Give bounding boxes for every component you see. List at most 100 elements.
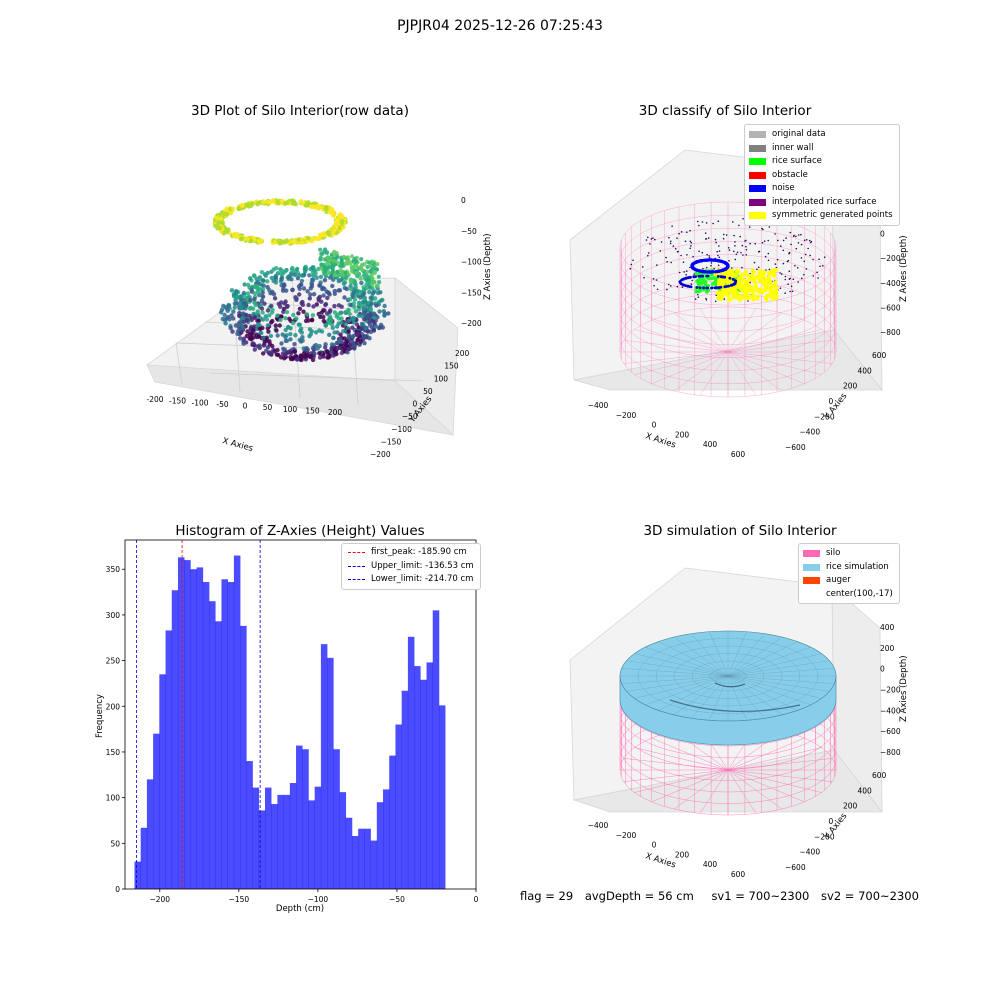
- histogram-bar: [134, 861, 141, 889]
- histogram-bar: [327, 657, 334, 889]
- legend-swatch: [749, 144, 766, 152]
- histogram-bar: [209, 601, 216, 889]
- legend-entry: silo: [803, 547, 893, 561]
- legend-entry: symmetric generated points: [749, 209, 893, 223]
- legend-swatch: [749, 198, 766, 206]
- legend-swatch: [803, 591, 820, 598]
- histogram-title: Histogram of Z-Axies (Height) Values: [175, 523, 425, 539]
- p1-x-tick: 150: [305, 406, 320, 415]
- legend-label: Lower_limit: -214.70 cm: [371, 574, 474, 584]
- panel2-legend: original data inner wall rice surface obsta…: [744, 124, 900, 226]
- legend-swatch: [348, 552, 365, 554]
- legend-swatch: [749, 171, 766, 179]
- p1-y-tick: −50: [402, 412, 418, 421]
- p2-y-tick: 200: [843, 382, 858, 391]
- p1-x-tick: -200: [146, 395, 163, 404]
- p2-y-tick: 400: [858, 366, 873, 375]
- legend-entry: original data: [749, 128, 893, 142]
- histogram-bar: [184, 560, 191, 889]
- p4-z-tick: −800: [880, 748, 901, 757]
- histogram-y-tick-label: 350: [106, 565, 121, 574]
- p4-y-tick: −200: [814, 832, 835, 841]
- p2-y-tick: 600: [872, 351, 887, 360]
- panel1-x-label: X Axies: [221, 436, 254, 454]
- histogram-y-tick-label: 50: [110, 839, 120, 848]
- sv2-text: sv2 = 700~2300: [821, 889, 919, 903]
- legend-swatch: [803, 577, 820, 585]
- histogram-bar: [140, 827, 148, 889]
- sv1-text: sv1 = 700~2300: [711, 889, 810, 903]
- legend-label: symmetric generated points: [772, 210, 893, 220]
- legend-label: original data: [772, 129, 826, 139]
- p4-x-tick: −400: [588, 821, 609, 830]
- panel1-z-label: Z Axies (Depth): [483, 233, 493, 300]
- p1-x-tick: 50: [263, 403, 273, 412]
- histogram-bar: [277, 794, 284, 889]
- legend-entry: Lower_limit: -214.70 cm: [348, 573, 474, 587]
- p2-y-tick: −200: [814, 412, 835, 421]
- p1-z-tick: −100: [461, 258, 482, 267]
- histogram-bar: [370, 840, 378, 889]
- histogram-chart: −200 −150 −100 −50 0 0 50 100 150 200 250 300 350 D…: [95, 539, 479, 914]
- histogram-bar: [383, 789, 390, 889]
- legend-label: noise: [772, 183, 795, 193]
- p1-x-tick: 0: [243, 402, 248, 411]
- legend-swatch: [348, 565, 365, 567]
- legend-label: rice simulation: [826, 561, 889, 572]
- p1-x-tick: -100: [191, 398, 208, 407]
- histogram-bar: [146, 779, 154, 889]
- p4-y-tick: −400: [800, 848, 821, 857]
- legend-entry: noise: [749, 182, 893, 196]
- histogram-x-label: Depth (cm): [276, 904, 324, 914]
- histogram-bar: [376, 802, 384, 889]
- p1-x-tick: -150: [169, 397, 186, 406]
- legend-label: first_peak: -185.90 cm: [371, 547, 467, 557]
- histogram-x-tick-label: −100: [308, 895, 329, 904]
- histogram-x-tick-label: −200: [149, 895, 170, 904]
- legend-entry: obstacle: [749, 169, 893, 183]
- histogram-bar: [314, 786, 322, 889]
- histogram-bar: [407, 636, 415, 889]
- p2-z-tick: 0: [880, 230, 885, 239]
- p4-y-tick: 400: [858, 786, 873, 795]
- histogram-bar: [153, 733, 160, 889]
- histogram-bar: [333, 749, 340, 889]
- legend-label: silo: [826, 548, 841, 558]
- p4-z-tick: 200: [880, 644, 895, 653]
- histogram-bar: [438, 705, 446, 889]
- p4-y-tick: 0: [829, 817, 834, 826]
- panel4-z-ticks: 400 200 0 −200 −400 −600 −800: [880, 623, 901, 757]
- p2-z-tick: −600: [880, 303, 901, 312]
- panel2-x-label: X Axies: [644, 431, 677, 450]
- flag-text: flag = 29: [520, 889, 574, 903]
- legend-swatch: [749, 212, 766, 220]
- histogram-bar: [258, 810, 266, 889]
- histogram-bar: [358, 828, 365, 889]
- panel2-classified-points: [629, 217, 826, 303]
- histogram-y-ticks: 0 50 100 150 200 250 300 350: [106, 565, 125, 894]
- histogram-y-label: Frequency: [95, 694, 105, 738]
- panel4-legend: silo rice simulation auger center(100,-17): [798, 543, 900, 604]
- p1-y-tick: −200: [370, 450, 391, 459]
- histogram-y-tick-label: 200: [106, 702, 121, 711]
- legend-entry: rice surface: [749, 155, 893, 169]
- p4-x-tick: 200: [675, 850, 690, 859]
- panel1-point-cloud: [212, 198, 391, 363]
- p2-z-tick: −800: [880, 328, 901, 337]
- legend-entry: inner wall: [749, 142, 893, 156]
- legend-label: Upper_limit: -136.53 cm: [371, 560, 474, 571]
- panel1-x-ticks: -200 -150 -100 -50 0 50 100 150 200: [146, 395, 342, 417]
- legend-swatch: [749, 131, 766, 139]
- p2-x-tick: 200: [675, 430, 690, 439]
- histogram-bar: [302, 749, 309, 889]
- histogram-bar: [165, 630, 173, 889]
- histogram-y-tick-label: 250: [106, 657, 121, 666]
- panel4-z-label: Z Axies (Depth): [899, 655, 909, 722]
- histogram-x-tick-label: −150: [229, 895, 250, 904]
- histogram-bar: [227, 582, 235, 889]
- legend-label: rice surface: [772, 156, 822, 166]
- legend-entry: Upper_limit: -136.53 cm: [348, 560, 474, 574]
- histogram-bar: [215, 621, 222, 889]
